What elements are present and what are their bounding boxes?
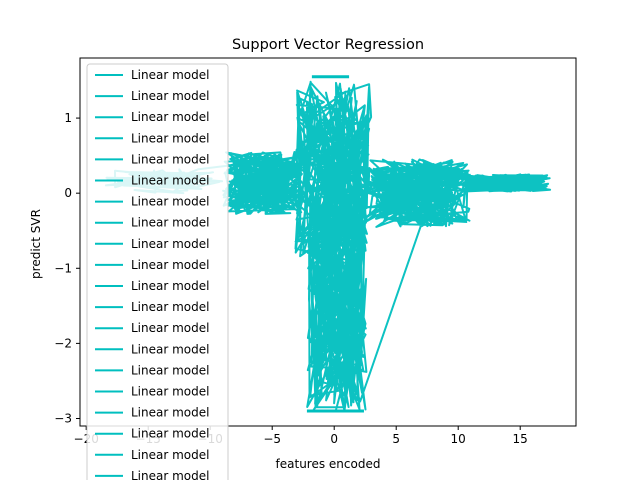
x-tick-label: 10	[451, 432, 466, 446]
legend-label: Linear model	[131, 258, 209, 272]
legend-label: Linear model	[131, 300, 209, 314]
x-tick-label: 5	[392, 432, 400, 446]
legend-label: Linear model	[131, 321, 209, 335]
y-axis-label: predict SVR	[29, 209, 43, 279]
x-axis-label: features encoded	[276, 457, 381, 471]
legend-label: Linear model	[131, 131, 209, 145]
legend-label: Linear model	[131, 342, 209, 356]
legend-label: Linear model	[131, 279, 209, 293]
y-tick-label: 0	[64, 186, 72, 200]
chart-title: Support Vector Regression	[232, 37, 424, 53]
legend-label: Linear model	[131, 195, 209, 209]
legend-label: Linear model	[131, 427, 209, 441]
y-tick-label: −1	[54, 261, 72, 275]
legend-label: Linear model	[131, 89, 209, 103]
legend-box	[86, 63, 229, 480]
legend-label: Linear model	[131, 237, 209, 251]
legend-label: Linear model	[131, 448, 209, 462]
x-tick-label: −5	[263, 432, 281, 446]
legend-label: Linear model	[131, 152, 209, 166]
svr-prediction-line	[104, 80, 552, 412]
legend-label: Linear model	[131, 68, 209, 82]
x-tick-label: 0	[330, 432, 338, 446]
legend-label: Linear model	[131, 363, 209, 377]
y-tick-label: −3	[54, 411, 72, 425]
y-tick-label: −2	[54, 336, 72, 350]
legend-label: Linear model	[131, 406, 209, 420]
legend-label: Linear model	[131, 110, 209, 124]
x-tick-label: 15	[513, 432, 528, 446]
legend-label: Linear model	[131, 174, 209, 188]
legend-label: Linear model	[131, 216, 209, 230]
legend-label: Linear model	[131, 385, 209, 399]
axes-frame	[79, 57, 577, 427]
y-tick-label: 1	[64, 111, 72, 125]
legend-label: Linear model	[131, 469, 209, 480]
legend: Linear model Linear model Linear model Line…	[86, 63, 229, 480]
